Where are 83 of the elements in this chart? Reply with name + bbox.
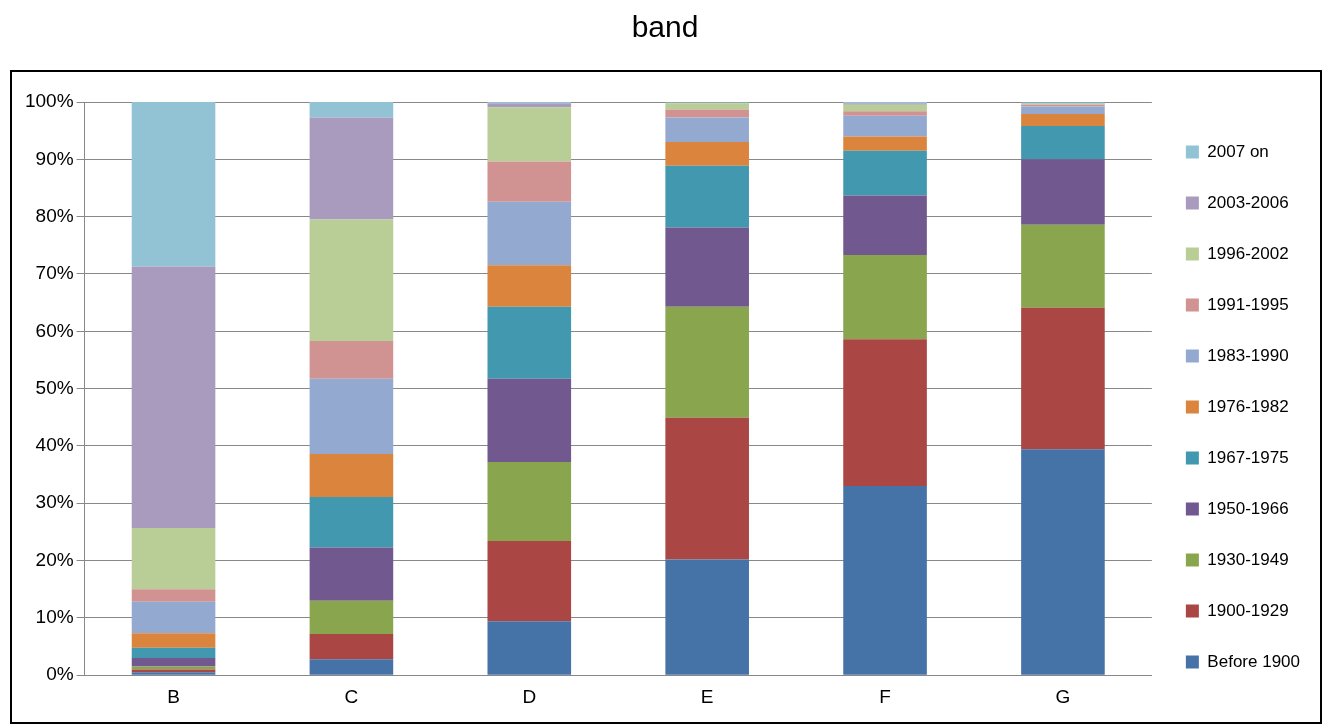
bar (1021, 126, 1105, 160)
x-tick-label: C (344, 685, 359, 707)
bar (843, 150, 927, 196)
legend-label: 1900-1929 (1207, 600, 1289, 620)
bar (309, 219, 394, 342)
legend-label: 2003-2006 (1207, 192, 1289, 212)
bar (487, 541, 572, 622)
bar (131, 647, 216, 658)
bar (1021, 307, 1105, 450)
bar (843, 339, 927, 487)
legend-label: 1976-1982 (1207, 396, 1289, 416)
bar (487, 461, 572, 542)
bar (131, 527, 216, 590)
x-tick-label: E (700, 685, 714, 707)
legend-label: 1950-1966 (1207, 498, 1289, 518)
bar (487, 265, 572, 307)
bar (309, 117, 394, 220)
bar (487, 103, 572, 108)
bar (665, 227, 749, 307)
bar (843, 136, 927, 151)
bar (309, 102, 394, 118)
y-tick-label: 60% (35, 319, 74, 341)
x-tick-label: D (522, 685, 537, 707)
y-tick-label: 100% (24, 90, 74, 112)
bar (843, 111, 927, 116)
y-tick-label: 10% (35, 606, 74, 628)
bar (309, 600, 394, 634)
chart-title: band (630, 10, 700, 44)
bar (131, 589, 216, 602)
y-tick-label: 0% (46, 663, 74, 685)
legend-label: 1996-2002 (1207, 243, 1289, 263)
legend-label: 1930-1949 (1207, 549, 1289, 569)
bar (1021, 449, 1105, 675)
bar (843, 486, 927, 675)
bar (309, 453, 394, 497)
legend-label: Before 1900 (1207, 651, 1301, 671)
x-tick-label: B (167, 685, 180, 707)
bar (309, 659, 394, 675)
legend-label: 1967-1975 (1207, 447, 1289, 467)
bar (131, 266, 216, 528)
bar (487, 621, 572, 675)
bar (309, 547, 394, 601)
bar (309, 633, 394, 660)
bar (665, 417, 749, 560)
y-tick-label: 30% (35, 491, 74, 513)
bar (1021, 114, 1105, 127)
legend-label: 1983-1990 (1207, 345, 1289, 365)
bar (309, 341, 394, 379)
legend-label: 1991-1995 (1207, 294, 1289, 314)
bar (843, 115, 927, 137)
x-tick-label: F (879, 685, 891, 707)
bar (1021, 159, 1105, 225)
bar (665, 559, 749, 675)
y-tick-label: 90% (35, 147, 74, 169)
bar (665, 109, 749, 118)
bar (309, 496, 394, 548)
bar (131, 658, 216, 667)
bar (487, 161, 572, 202)
bar (843, 195, 927, 256)
y-tick-label: 20% (35, 548, 74, 570)
bar (487, 107, 572, 162)
bar (1021, 106, 1105, 115)
y-tick-label: 80% (35, 204, 74, 226)
legend-label: 2007 on (1207, 141, 1269, 161)
x-tick-label: G (1055, 685, 1071, 707)
bar (131, 633, 216, 648)
bar (131, 601, 216, 634)
bar (309, 378, 394, 454)
bar (665, 165, 749, 228)
y-tick-label: 40% (35, 434, 74, 456)
bar (665, 103, 749, 110)
bar (665, 117, 749, 143)
bar (487, 201, 572, 266)
bar (843, 104, 927, 112)
y-tick-label: 50% (35, 376, 74, 398)
bar (487, 378, 572, 462)
y-tick-label: 70% (35, 262, 74, 284)
bar (131, 102, 216, 267)
bar (843, 255, 927, 340)
bar (665, 142, 749, 166)
bar (1021, 224, 1105, 308)
bar (665, 306, 749, 418)
bar (487, 306, 572, 379)
